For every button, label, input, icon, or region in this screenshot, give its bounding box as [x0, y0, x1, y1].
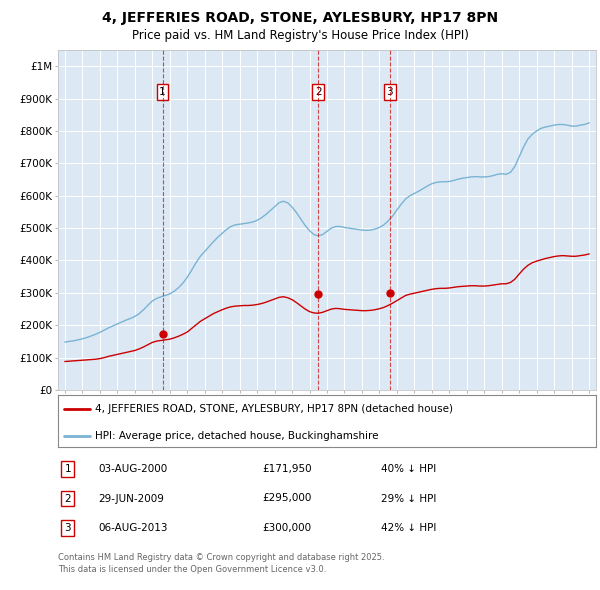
Text: 1: 1 [64, 464, 71, 474]
Text: 29-JUN-2009: 29-JUN-2009 [98, 493, 164, 503]
Text: Price paid vs. HM Land Registry's House Price Index (HPI): Price paid vs. HM Land Registry's House … [131, 30, 469, 42]
Text: £295,000: £295,000 [262, 493, 312, 503]
Text: 3: 3 [386, 87, 393, 97]
Text: £171,950: £171,950 [262, 464, 312, 474]
Text: 1: 1 [159, 87, 166, 97]
Text: 2: 2 [315, 87, 322, 97]
Text: 06-AUG-2013: 06-AUG-2013 [98, 523, 168, 533]
Text: Contains HM Land Registry data © Crown copyright and database right 2025.: Contains HM Land Registry data © Crown c… [58, 552, 385, 562]
Text: 4, JEFFERIES ROAD, STONE, AYLESBURY, HP17 8PN: 4, JEFFERIES ROAD, STONE, AYLESBURY, HP1… [102, 11, 498, 25]
Text: 3: 3 [64, 523, 71, 533]
Text: 2: 2 [64, 493, 71, 503]
Text: HPI: Average price, detached house, Buckinghamshire: HPI: Average price, detached house, Buck… [95, 431, 378, 441]
Text: £300,000: £300,000 [262, 523, 311, 533]
Text: 4, JEFFERIES ROAD, STONE, AYLESBURY, HP17 8PN (detached house): 4, JEFFERIES ROAD, STONE, AYLESBURY, HP1… [95, 404, 452, 414]
Text: 40% ↓ HPI: 40% ↓ HPI [381, 464, 436, 474]
Text: 03-AUG-2000: 03-AUG-2000 [98, 464, 167, 474]
Text: 42% ↓ HPI: 42% ↓ HPI [381, 523, 436, 533]
Text: This data is licensed under the Open Government Licence v3.0.: This data is licensed under the Open Gov… [58, 565, 326, 575]
Text: 29% ↓ HPI: 29% ↓ HPI [381, 493, 436, 503]
